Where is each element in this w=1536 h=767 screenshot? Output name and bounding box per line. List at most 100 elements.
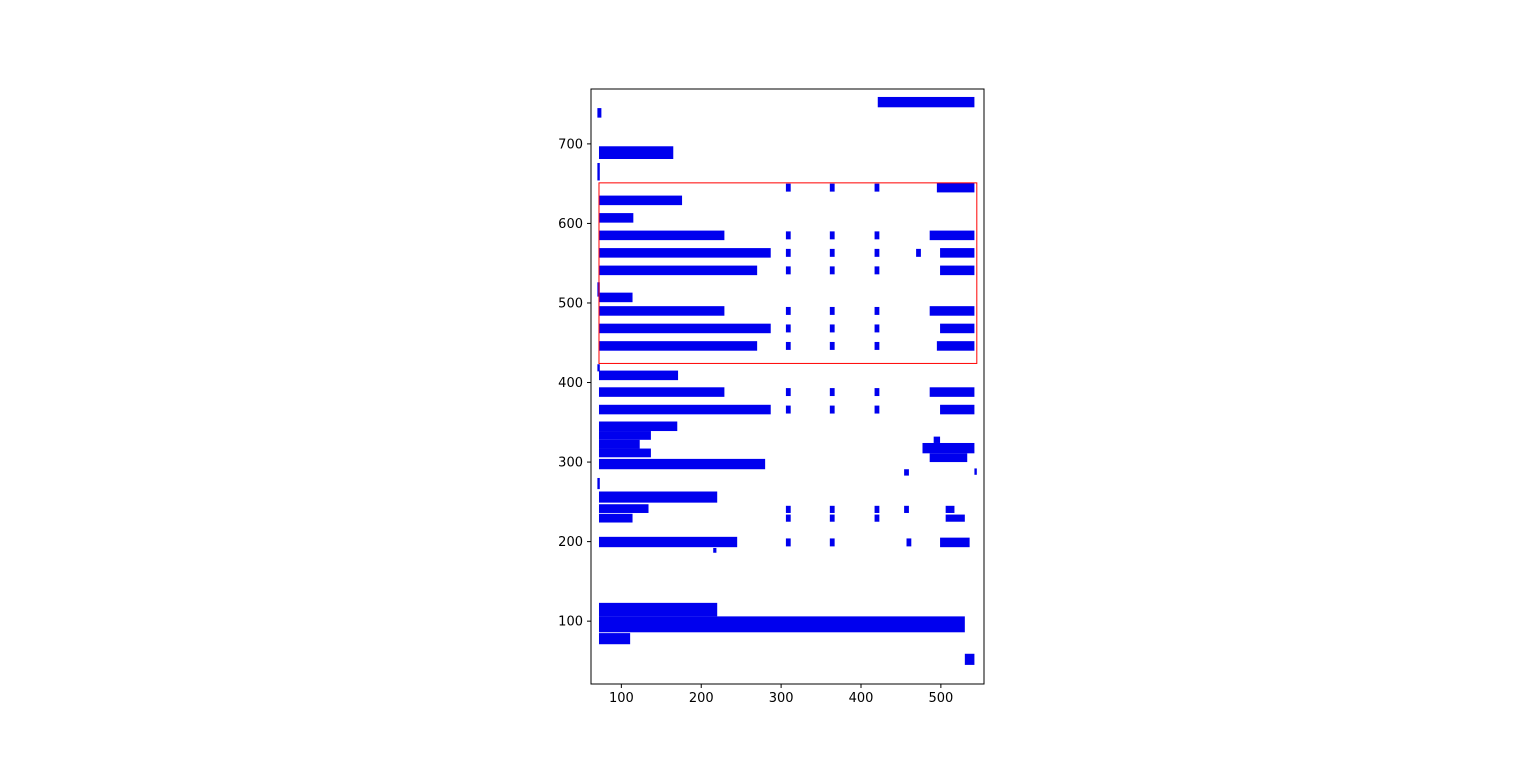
data-rect bbox=[785, 341, 791, 350]
data-rect bbox=[598, 323, 771, 334]
data-rect bbox=[929, 453, 968, 463]
data-rect bbox=[598, 513, 633, 523]
y-tick-label: 400 bbox=[558, 376, 583, 391]
data-rect bbox=[829, 248, 835, 257]
data-rect bbox=[597, 162, 600, 181]
data-rect bbox=[874, 248, 880, 257]
data-rect bbox=[598, 536, 738, 548]
data-rect bbox=[597, 477, 600, 490]
data-rect bbox=[598, 213, 634, 223]
data-rect bbox=[829, 388, 835, 397]
data-rect bbox=[598, 387, 725, 397]
data-rect bbox=[829, 341, 835, 350]
data-rect bbox=[945, 505, 955, 513]
data-rect bbox=[598, 421, 678, 432]
data-rect bbox=[785, 266, 791, 275]
data-rect bbox=[598, 504, 649, 513]
data-rect bbox=[829, 405, 835, 414]
y-tick-label: 600 bbox=[558, 217, 583, 232]
data-rect bbox=[940, 404, 975, 415]
data-rect bbox=[598, 195, 683, 206]
x-tick-label: 400 bbox=[849, 691, 874, 706]
data-rect bbox=[974, 468, 977, 475]
data-rect bbox=[829, 324, 835, 333]
data-rect bbox=[598, 491, 718, 503]
data-rect bbox=[598, 616, 965, 633]
y-axis: 100 200 300 400 500 600 700 bbox=[558, 137, 591, 630]
data-rect bbox=[874, 324, 880, 333]
x-axis: 100 200 300 400 500 bbox=[609, 684, 953, 706]
data-rect bbox=[940, 265, 975, 276]
data-rect bbox=[829, 306, 835, 315]
data-rect bbox=[598, 439, 640, 449]
data-rect bbox=[874, 306, 880, 315]
data-rect bbox=[829, 538, 835, 547]
data-rect bbox=[785, 505, 791, 513]
data-rect bbox=[922, 442, 975, 454]
data-rect bbox=[904, 505, 909, 513]
data-rect bbox=[874, 505, 880, 513]
bars-layer bbox=[597, 96, 977, 665]
data-rect bbox=[916, 248, 921, 257]
data-rect bbox=[906, 538, 912, 547]
x-tick-label: 200 bbox=[689, 691, 714, 706]
x-tick-label: 300 bbox=[769, 691, 794, 706]
data-rect bbox=[874, 405, 880, 414]
data-rect bbox=[598, 248, 771, 258]
data-rect bbox=[964, 653, 975, 665]
data-rect bbox=[929, 230, 975, 241]
data-rect bbox=[940, 323, 975, 334]
data-rect bbox=[936, 182, 975, 193]
data-rect bbox=[785, 514, 791, 522]
data-rect bbox=[874, 341, 880, 350]
data-rect bbox=[829, 505, 835, 513]
data-rect bbox=[713, 547, 717, 553]
data-rect bbox=[829, 514, 835, 522]
y-tick-label: 100 bbox=[558, 615, 583, 630]
data-rect bbox=[785, 538, 791, 547]
data-rect bbox=[598, 431, 651, 440]
data-rect bbox=[785, 183, 791, 192]
data-rect bbox=[785, 388, 791, 397]
data-rect bbox=[874, 514, 880, 522]
data-rect bbox=[936, 341, 975, 351]
data-rect bbox=[598, 230, 725, 241]
data-rect bbox=[598, 292, 633, 303]
data-rect bbox=[874, 183, 880, 192]
data-rect bbox=[874, 266, 880, 275]
highlight-rectangle bbox=[598, 182, 978, 364]
data-rect bbox=[940, 248, 975, 258]
data-rect bbox=[940, 537, 970, 548]
data-rect bbox=[598, 341, 758, 351]
y-tick-label: 200 bbox=[558, 535, 583, 550]
data-rect bbox=[598, 602, 718, 617]
data-rect bbox=[785, 248, 791, 257]
data-rect bbox=[598, 404, 771, 415]
data-rect bbox=[785, 324, 791, 333]
data-rect bbox=[598, 448, 651, 458]
data-rect bbox=[904, 469, 909, 476]
axes-frame bbox=[590, 88, 985, 685]
data-rect bbox=[929, 387, 975, 397]
data-rect bbox=[598, 146, 674, 159]
data-rect bbox=[874, 231, 880, 240]
data-rect bbox=[598, 633, 631, 645]
data-rect bbox=[598, 265, 758, 276]
x-tick-label: 500 bbox=[928, 691, 953, 706]
data-rect bbox=[785, 231, 791, 240]
data-rect bbox=[598, 458, 766, 470]
data-rect bbox=[933, 436, 941, 443]
data-rect bbox=[598, 370, 679, 381]
y-tick-label: 500 bbox=[558, 296, 583, 311]
data-rect bbox=[874, 388, 880, 397]
y-tick-label: 300 bbox=[558, 456, 583, 471]
data-rect bbox=[598, 306, 725, 316]
data-rect bbox=[829, 183, 835, 192]
data-rect bbox=[829, 266, 835, 275]
x-tick-label: 100 bbox=[609, 691, 634, 706]
data-rect bbox=[945, 514, 965, 522]
y-tick-label: 700 bbox=[558, 137, 583, 152]
data-rect bbox=[785, 306, 791, 315]
